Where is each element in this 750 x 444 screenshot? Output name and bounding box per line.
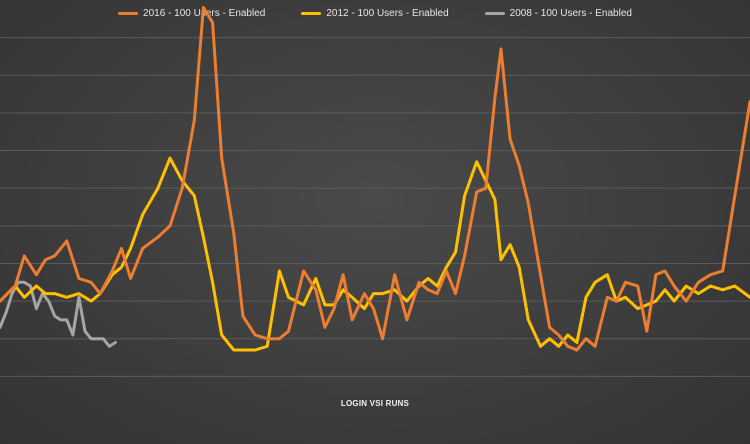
legend-label-2012: 2012 - 100 Users - Enabled	[326, 8, 449, 19]
legend-swatch-2008	[484, 12, 505, 15]
legend-entry-2012: 2012 - 100 Users - Enabled	[301, 8, 449, 19]
x-axis-title: LOGIN VSI RUNS	[340, 399, 410, 408]
legend-entry-2008: 2008 - 100 Users - Enabled	[484, 8, 632, 19]
series-line-2008	[0, 280, 117, 348]
legend-label-2008: 2008 - 100 Users - Enabled	[509, 8, 632, 19]
series-line-2016	[0, 6, 750, 352]
series-line-2012	[0, 156, 750, 352]
legend-swatch-2016	[118, 12, 139, 15]
legend-swatch-2012	[301, 12, 322, 15]
